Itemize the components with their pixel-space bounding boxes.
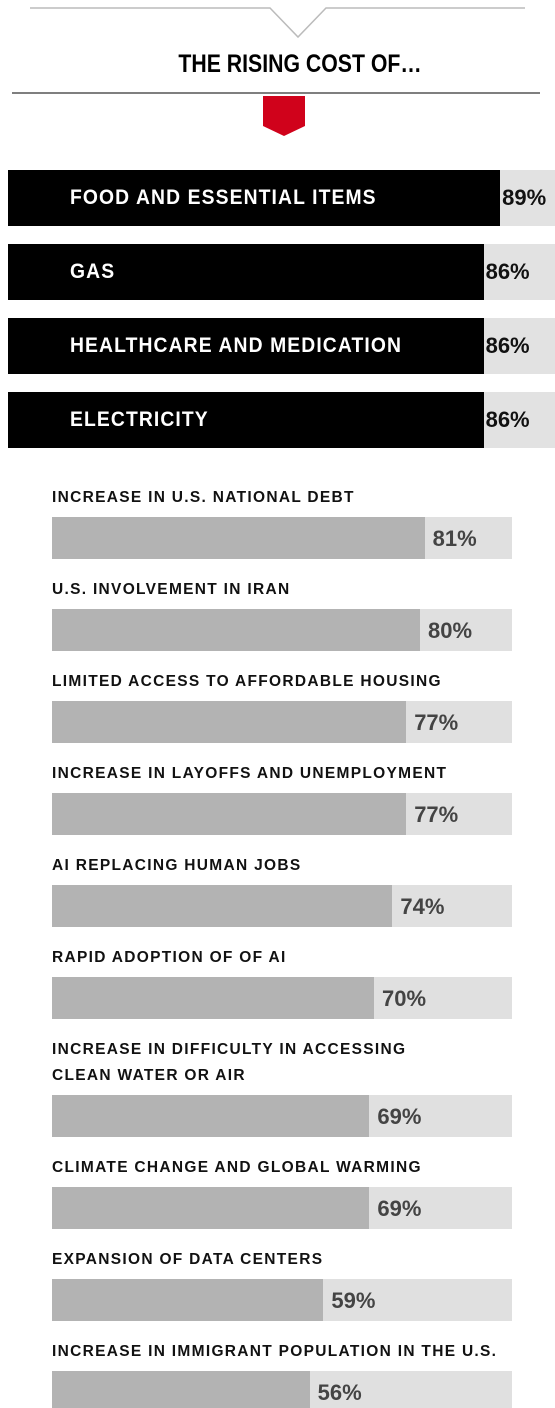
- value-label: 86%: [485, 333, 530, 358]
- category-label: AI REPLACING HUMAN JOBS: [52, 857, 302, 874]
- category-label: EXPANSION OF DATA CENTERS: [52, 1251, 324, 1268]
- category-label: CLIMATE CHANGE AND GLOBAL WARMING: [52, 1159, 422, 1176]
- bar-track: 59%: [52, 1279, 512, 1321]
- bar-item: INCREASE IN LAYOFFS AND UNEMPLOYMENT 77%: [52, 761, 512, 835]
- category-label: INCREASE IN LAYOFFS AND UNEMPLOYMENT: [52, 765, 448, 782]
- bar: [8, 170, 501, 226]
- value-label: 77%: [414, 710, 459, 735]
- top-bars: FOOD AND ESSENTIAL ITEMS 89% GAS 86% HEALTHC…: [8, 170, 555, 448]
- bar: [52, 885, 393, 927]
- value-label: 89%: [502, 185, 547, 210]
- bar-track: 56%: [52, 1371, 512, 1408]
- bar: [52, 1095, 370, 1137]
- bar-track: 69%: [52, 1095, 512, 1137]
- category-label: HEALTHCARE AND MEDICATION: [70, 334, 403, 357]
- bar-track: GAS 86%: [8, 244, 555, 300]
- value-label: 86%: [485, 407, 530, 432]
- value-label: 70%: [382, 986, 427, 1011]
- value-label: 69%: [377, 1196, 422, 1221]
- category-label: RAPID ADOPTION OF OF AI: [52, 949, 287, 966]
- top-notch-line: [30, 7, 525, 39]
- bar-track: 77%: [52, 793, 512, 835]
- category-label: LIMITED ACCESS TO AFFORDABLE HOUSING: [52, 673, 442, 690]
- red-pointer: [263, 96, 305, 136]
- chart-title: THE RISING COST OF…: [178, 50, 422, 78]
- category-label: FOOD AND ESSENTIAL ITEMS: [70, 186, 377, 209]
- value-label: 69%: [377, 1104, 422, 1129]
- bar: [52, 701, 407, 743]
- value-label: 59%: [331, 1288, 376, 1313]
- value-label: 77%: [414, 802, 459, 827]
- bar-track: 80%: [52, 609, 512, 651]
- bar-track: HEALTHCARE AND MEDICATION 86%: [8, 318, 555, 374]
- bar-track: 77%: [52, 701, 512, 743]
- bar-track: 69%: [52, 1187, 512, 1229]
- bar: [8, 392, 484, 448]
- bar-item: CLIMATE CHANGE AND GLOBAL WARMING 69%: [52, 1155, 512, 1229]
- bar: [8, 318, 484, 374]
- bar: [52, 793, 407, 835]
- bar-track: 81%: [52, 517, 512, 559]
- bar-item: INCREASE IN DIFFICULTY IN ACCESSING CLEA…: [52, 1037, 512, 1137]
- category-label: INCREASE IN DIFFICULTY IN ACCESSING CLEA…: [52, 1041, 407, 1084]
- bar-item: INCREASE IN U.S. NATIONAL DEBT 81%: [52, 485, 512, 559]
- bar: [52, 517, 425, 559]
- value-label: 81%: [432, 526, 477, 551]
- category-label: INCREASE IN IMMIGRANT POPULATION IN THE …: [52, 1343, 498, 1360]
- other-bars: INCREASE IN U.S. NATIONAL DEBT 81% U.S. IN…: [52, 485, 512, 1408]
- bar: [52, 1279, 324, 1321]
- bar-track: FOOD AND ESSENTIAL ITEMS 89%: [8, 170, 555, 226]
- bar: [52, 609, 420, 651]
- bar-item: U.S. INVOLVEMENT IN IRAN 80%: [52, 577, 512, 651]
- bar: [52, 1187, 370, 1229]
- header-decoration: [12, 7, 540, 136]
- value-label: 74%: [400, 894, 445, 919]
- bar-item: LIMITED ACCESS TO AFFORDABLE HOUSING 77%: [52, 669, 512, 743]
- value-label: 80%: [428, 618, 473, 643]
- category-label: GAS: [70, 260, 116, 283]
- bar-item: AI REPLACING HUMAN JOBS 74%: [52, 853, 512, 927]
- bar-item: INCREASE IN IMMIGRANT POPULATION IN THE …: [52, 1339, 512, 1408]
- bar-track: 70%: [52, 977, 512, 1019]
- category-label: INCREASE IN U.S. NATIONAL DEBT: [52, 489, 355, 506]
- bar: [52, 977, 374, 1019]
- category-label: ELECTRICITY: [70, 408, 209, 431]
- bar-track: 74%: [52, 885, 512, 927]
- value-label: 86%: [485, 259, 530, 284]
- bar-item: EXPANSION OF DATA CENTERS 59%: [52, 1247, 512, 1321]
- bar: [52, 1371, 310, 1408]
- bar-track: ELECTRICITY 86%: [8, 392, 555, 448]
- bar: [8, 244, 484, 300]
- category-label: U.S. INVOLVEMENT IN IRAN: [52, 581, 291, 598]
- bar-item: RAPID ADOPTION OF OF AI 70%: [52, 945, 512, 1019]
- value-label: 56%: [317, 1380, 362, 1405]
